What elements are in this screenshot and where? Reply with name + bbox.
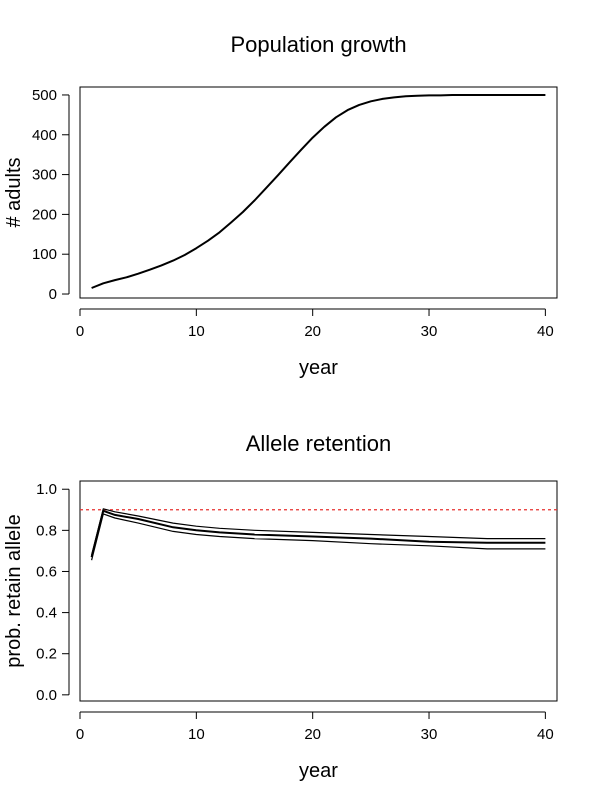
population-y-tick-label: 500	[32, 87, 57, 104]
allele-y-tick-label: 0.6	[36, 563, 57, 580]
allele-x-tick-label: 30	[421, 726, 438, 743]
allele-x-tick-label: 0	[76, 726, 84, 743]
population-y-tick-label: 0	[49, 286, 57, 303]
allele-x-axis-label: year	[299, 760, 338, 782]
population-x-tick-label: 10	[188, 323, 205, 340]
population-x-tick-label: 40	[537, 323, 554, 340]
population-series-line-1	[91, 94, 546, 289]
population-x-tick-label: 0	[76, 323, 84, 340]
population-plot-frame	[79, 86, 558, 299]
allele-x-tick-label: 10	[188, 726, 205, 743]
population-y-tick-label: 200	[32, 206, 57, 223]
population-series	[91, 94, 546, 289]
allele-series	[90, 508, 546, 561]
allele-plot-frame	[79, 480, 558, 702]
population-chart-title: Population growth	[230, 32, 406, 57]
population-y-axis-label: # adults	[3, 157, 25, 227]
population-y-axis: 0 100 200 300 400 500	[32, 87, 70, 303]
allele-y-tick-label: 0.4	[36, 605, 57, 622]
population-x-tick-label: 30	[421, 323, 438, 340]
allele-y-tick-label: 0.2	[36, 646, 57, 663]
population-y-tick-label: 400	[32, 127, 57, 144]
allele-x-tick-label: 40	[537, 726, 554, 743]
allele-x-axis: 0 10 20 30 40	[76, 711, 554, 743]
population-x-axis-label: year	[299, 357, 338, 379]
population-growth-panel: Population growth year # adults 0 10 20 30 4…	[3, 32, 558, 379]
population-y-tick-label: 100	[32, 246, 57, 263]
population-x-axis: 0 10 20 30 40	[76, 308, 554, 340]
allele-chart-title: Allele retention	[246, 431, 392, 456]
allele-y-tick-label: 0.8	[36, 522, 57, 539]
allele-series-line-2	[90, 509, 546, 558]
population-y-tick-label: 300	[32, 167, 57, 184]
allele-series-line-1	[91, 508, 546, 556]
allele-retention-panel: Allele retention year prob. retain allel…	[3, 431, 558, 782]
allele-y-tick-label: 0.0	[36, 687, 57, 704]
allele-y-axis-label: prob. retain allele	[3, 514, 25, 667]
population-x-tick-label: 20	[304, 323, 321, 340]
allele-series-line-3	[91, 513, 546, 561]
allele-y-tick-label: 1.0	[36, 481, 57, 498]
allele-y-axis: 0.0 0.2 0.4 0.6 0.8 1.0	[36, 481, 70, 704]
allele-x-tick-label: 20	[304, 726, 321, 743]
